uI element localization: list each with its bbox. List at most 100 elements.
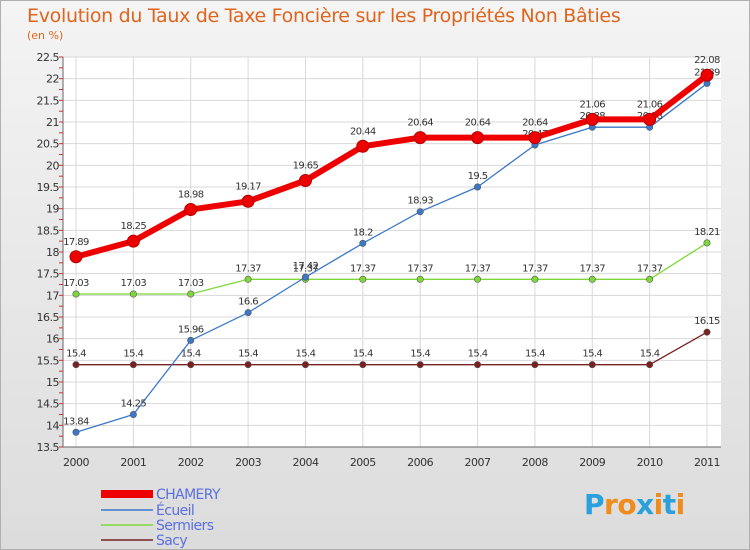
x-tick-label: 2000 [63, 456, 89, 469]
logo-letter: x [636, 488, 654, 521]
data-point-écueil [359, 239, 367, 247]
y-tick-label: 20 [46, 159, 59, 172]
y-tick-label: 22.5 [37, 51, 60, 64]
data-point-sacy [474, 361, 482, 369]
data-point-chamery [356, 139, 370, 153]
y-tick-label: 16 [46, 333, 59, 346]
y-tick-label: 21 [46, 116, 59, 129]
data-label-sacy: 15.4 [410, 349, 430, 360]
data-label-écueil: 19.5 [468, 171, 488, 182]
data-label-écueil: 16.6 [238, 297, 258, 308]
y-tick-label: 15 [46, 376, 59, 389]
logo-letter: i [675, 488, 686, 521]
data-point-écueil [244, 309, 252, 317]
data-point-sacy [646, 361, 654, 369]
data-label-sermiers: 17.37 [579, 263, 605, 274]
data-point-chamery [413, 131, 427, 145]
data-label-chamery: 20.64 [407, 118, 433, 129]
data-point-chamery [643, 112, 657, 126]
logo-letter: o [617, 488, 637, 521]
data-point-sacy [531, 361, 539, 369]
data-point-sermiers [416, 275, 424, 283]
data-label-sacy: 15.4 [296, 349, 316, 360]
data-point-sacy [359, 361, 367, 369]
chart-title: Evolution du Taux de Taxe Foncière sur l… [27, 5, 621, 27]
data-point-sermiers [72, 290, 80, 298]
data-label-sacy: 15.4 [525, 349, 545, 360]
data-label-chamery: 20.64 [465, 118, 491, 129]
x-tick-label: 2001 [120, 456, 146, 469]
logo-letter: i [653, 488, 664, 521]
data-point-écueil [72, 428, 80, 436]
data-label-écueil: 14.25 [121, 399, 147, 410]
data-label-écueil: 17.42 [293, 261, 319, 272]
legend-label: Sermiers [156, 518, 214, 534]
data-label-chamery: 21.06 [579, 99, 605, 110]
y-axis-unit: (en %) [27, 29, 64, 42]
logo-letter: t [662, 488, 676, 521]
data-point-écueil [129, 410, 137, 418]
data-label-sacy: 15.4 [640, 349, 660, 360]
data-label-chamery: 20.44 [350, 126, 376, 137]
y-tick-label: 22 [46, 73, 59, 86]
data-label-sermiers: 17.03 [178, 278, 204, 289]
data-point-écueil [416, 208, 424, 216]
data-point-chamery [126, 234, 140, 248]
x-tick-label: 2006 [407, 456, 433, 469]
data-point-sermiers [359, 275, 367, 283]
data-label-chamery: 19.17 [235, 181, 261, 192]
y-tick-label: 18 [46, 246, 59, 259]
data-point-sacy [416, 361, 424, 369]
data-label-sermiers: 17.03 [63, 278, 89, 289]
data-label-sacy: 15.4 [582, 349, 602, 360]
data-label-chamery: 22.08 [694, 55, 720, 66]
data-point-sacy [703, 328, 711, 336]
legend-label: CHAMERY [156, 487, 221, 503]
y-tick-label: 21.5 [37, 94, 60, 107]
x-tick-label: 2010 [637, 456, 663, 469]
y-tick-label: 20.5 [37, 138, 60, 151]
data-point-sacy [301, 361, 309, 369]
data-label-écueil: 13.84 [63, 416, 89, 427]
data-label-sermiers: 17.37 [637, 263, 663, 274]
data-label-chamery: 20.64 [522, 118, 548, 129]
data-label-chamery: 19.65 [293, 161, 319, 172]
x-tick-label: 2008 [522, 456, 548, 469]
y-tick-label: 17.5 [37, 268, 60, 281]
data-label-sacy: 15.4 [181, 349, 201, 360]
data-point-écueil [187, 336, 195, 344]
data-point-sacy [244, 361, 252, 369]
x-tick-label: 2004 [292, 456, 318, 469]
data-label-sacy: 16.15 [694, 316, 720, 327]
data-label-sacy: 15.4 [123, 349, 143, 360]
data-point-chamery [700, 68, 714, 82]
data-point-sacy [129, 361, 137, 369]
data-label-chamery: 21.06 [637, 99, 663, 110]
y-tick-label: 14 [46, 419, 59, 432]
data-point-chamery [298, 174, 312, 187]
series-line-sermiers [75, 242, 708, 295]
data-label-sermiers: 17.37 [350, 263, 376, 274]
data-label-écueil: 18.2 [353, 227, 373, 238]
y-tick-label: 15.5 [37, 354, 60, 367]
data-label-sermiers: 17.37 [293, 263, 319, 274]
x-tick-label: 2007 [465, 456, 491, 469]
y-tick-label: 19 [46, 203, 59, 216]
x-tick-label: 2003 [235, 456, 261, 469]
data-label-sacy: 15.4 [353, 349, 373, 360]
legend-label: Sacy [156, 533, 187, 549]
data-label-sermiers: 17.37 [465, 263, 491, 274]
x-tick-label: 2011 [694, 456, 720, 469]
data-label-sermiers: 17.37 [522, 263, 548, 274]
data-label-chamery: 18.25 [121, 221, 147, 232]
data-label-sermiers: 17.37 [235, 263, 261, 274]
data-point-sermiers [474, 275, 482, 283]
data-point-sermiers [244, 275, 252, 283]
data-label-écueil: 15.96 [178, 324, 204, 335]
logo-letter: P [584, 488, 605, 521]
x-tick-label: 2005 [350, 456, 376, 469]
series-line-chamery [73, 72, 710, 260]
data-point-chamery [241, 194, 255, 208]
data-point-sermiers [646, 275, 654, 283]
